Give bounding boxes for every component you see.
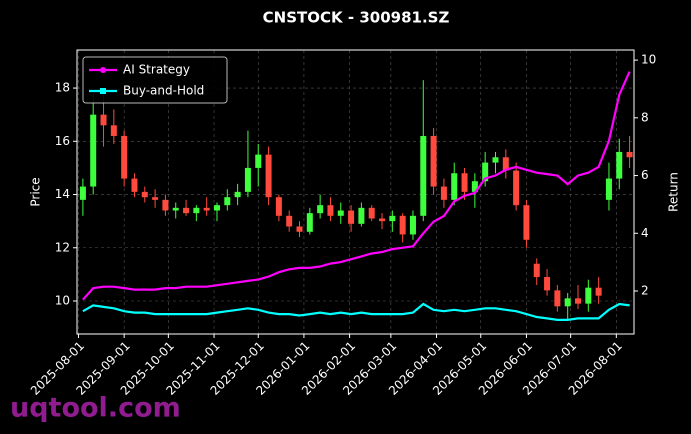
y2-tick-label: 2 — [641, 283, 649, 297]
candle-body — [203, 207, 210, 211]
candle-body — [255, 154, 262, 168]
candle-body — [389, 215, 396, 222]
candle-body — [430, 135, 437, 187]
y-tick-label: 12 — [55, 240, 70, 254]
candle-body — [121, 135, 128, 179]
watermark: uqtool.com — [10, 393, 181, 424]
candle-body — [471, 181, 478, 192]
return-line — [82, 71, 631, 301]
y-tick-label: 18 — [55, 81, 70, 95]
candle-body — [533, 263, 540, 278]
candle-body — [296, 226, 303, 232]
candle-body — [234, 191, 241, 198]
candle-body — [368, 207, 375, 219]
legend-marker — [100, 67, 106, 73]
candle-body — [224, 197, 231, 206]
legend-label: Buy-and-Hold — [123, 84, 204, 98]
candle-body — [564, 298, 571, 307]
candle-body — [513, 170, 520, 206]
candle-body — [265, 154, 272, 198]
candle-body — [286, 215, 293, 227]
candle-body — [172, 207, 179, 211]
candle-body — [409, 215, 416, 235]
candle-body — [575, 298, 582, 304]
candle-body — [79, 186, 86, 200]
candle-body — [110, 125, 117, 136]
candle-body — [482, 162, 489, 182]
candle-body — [141, 191, 148, 198]
candle-body — [544, 277, 551, 291]
candle-body — [492, 157, 499, 163]
return-line — [82, 302, 630, 321]
candle-body — [585, 287, 592, 304]
y-axis-label: Price — [29, 177, 43, 206]
candle-body — [451, 173, 458, 200]
legend-marker — [100, 88, 106, 94]
candle-body — [275, 197, 282, 216]
y2-tick-label: 4 — [641, 226, 649, 240]
candle-body — [244, 167, 251, 192]
candle-body — [523, 205, 530, 240]
candle-body — [399, 215, 406, 235]
candle-body — [100, 114, 107, 126]
candle-body — [379, 218, 386, 222]
legend-box — [82, 56, 228, 104]
legend-label: AI Strategy — [123, 63, 190, 77]
y2-axis-label: Return — [667, 172, 681, 212]
y2-tick-label: 10 — [641, 53, 656, 67]
y2-tick-label: 8 — [641, 110, 649, 124]
candle-body — [358, 207, 365, 224]
candle-body — [90, 114, 97, 187]
axes-frame — [76, 49, 635, 335]
candle-body — [348, 210, 355, 224]
candle-body — [162, 199, 169, 211]
y-tick-label: 10 — [55, 293, 70, 307]
candle-body — [595, 287, 602, 296]
candle-body — [461, 173, 468, 192]
candle-body — [554, 290, 561, 307]
candle-body — [440, 186, 447, 200]
candle-body — [337, 210, 344, 216]
candle-body — [502, 157, 509, 171]
candle-body — [317, 205, 324, 214]
candle-body — [327, 205, 334, 216]
candle-body — [131, 178, 138, 192]
y-tick-label: 14 — [55, 187, 70, 201]
candle-body — [605, 178, 612, 200]
candle-body — [152, 197, 159, 200]
candle-body — [183, 207, 190, 214]
candle-body — [193, 207, 200, 214]
candle-body — [420, 135, 427, 216]
chart-title: CNSTOCK - 300981.SZ — [263, 9, 450, 27]
candle-body — [306, 213, 313, 232]
y2-tick-label: 6 — [641, 168, 649, 182]
candle-body — [616, 151, 623, 179]
y-tick-label: 16 — [55, 134, 70, 148]
candle-body — [213, 205, 220, 211]
candle-body — [626, 151, 633, 158]
